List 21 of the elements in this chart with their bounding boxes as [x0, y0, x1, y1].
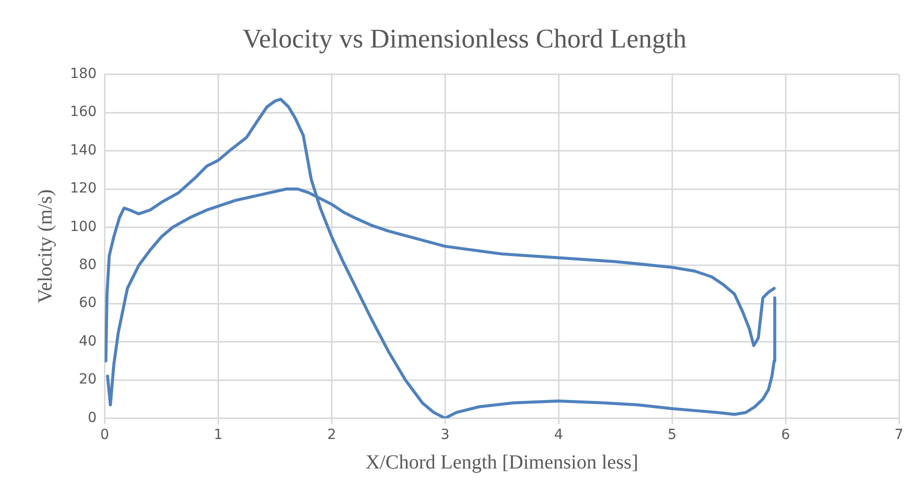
- x-tick-label: 1: [214, 427, 223, 444]
- x-axis-title: X/Chord Length [Dimension less]: [365, 451, 638, 474]
- chart-title: Velocity vs Dimensionless Chord Length: [242, 23, 687, 54]
- y-tick-label: 160: [70, 104, 97, 120]
- x-tick-label: 3: [440, 427, 450, 444]
- y-tick-label: 40: [78, 333, 97, 350]
- y-tick-label: 120: [70, 180, 97, 197]
- x-tick-label: 7: [894, 427, 904, 444]
- x-tick-label: 2: [327, 427, 336, 444]
- y-tick-label: 180: [70, 66, 97, 82]
- y-tick-label: 20: [78, 372, 97, 388]
- y-tick-label: 100: [70, 218, 97, 235]
- x-tick-label: 0: [100, 427, 110, 444]
- x-tick-label: 5: [668, 427, 677, 444]
- y-tick-label: 60: [78, 295, 97, 312]
- y-tick-label: 140: [70, 142, 97, 158]
- y-tick-label: 0: [88, 410, 97, 426]
- x-tick-label: 6: [781, 427, 790, 444]
- x-tick-label: 4: [554, 427, 564, 444]
- y-axis-title: Velocity (m/s): [34, 189, 56, 304]
- y-tick-label: 80: [78, 257, 97, 274]
